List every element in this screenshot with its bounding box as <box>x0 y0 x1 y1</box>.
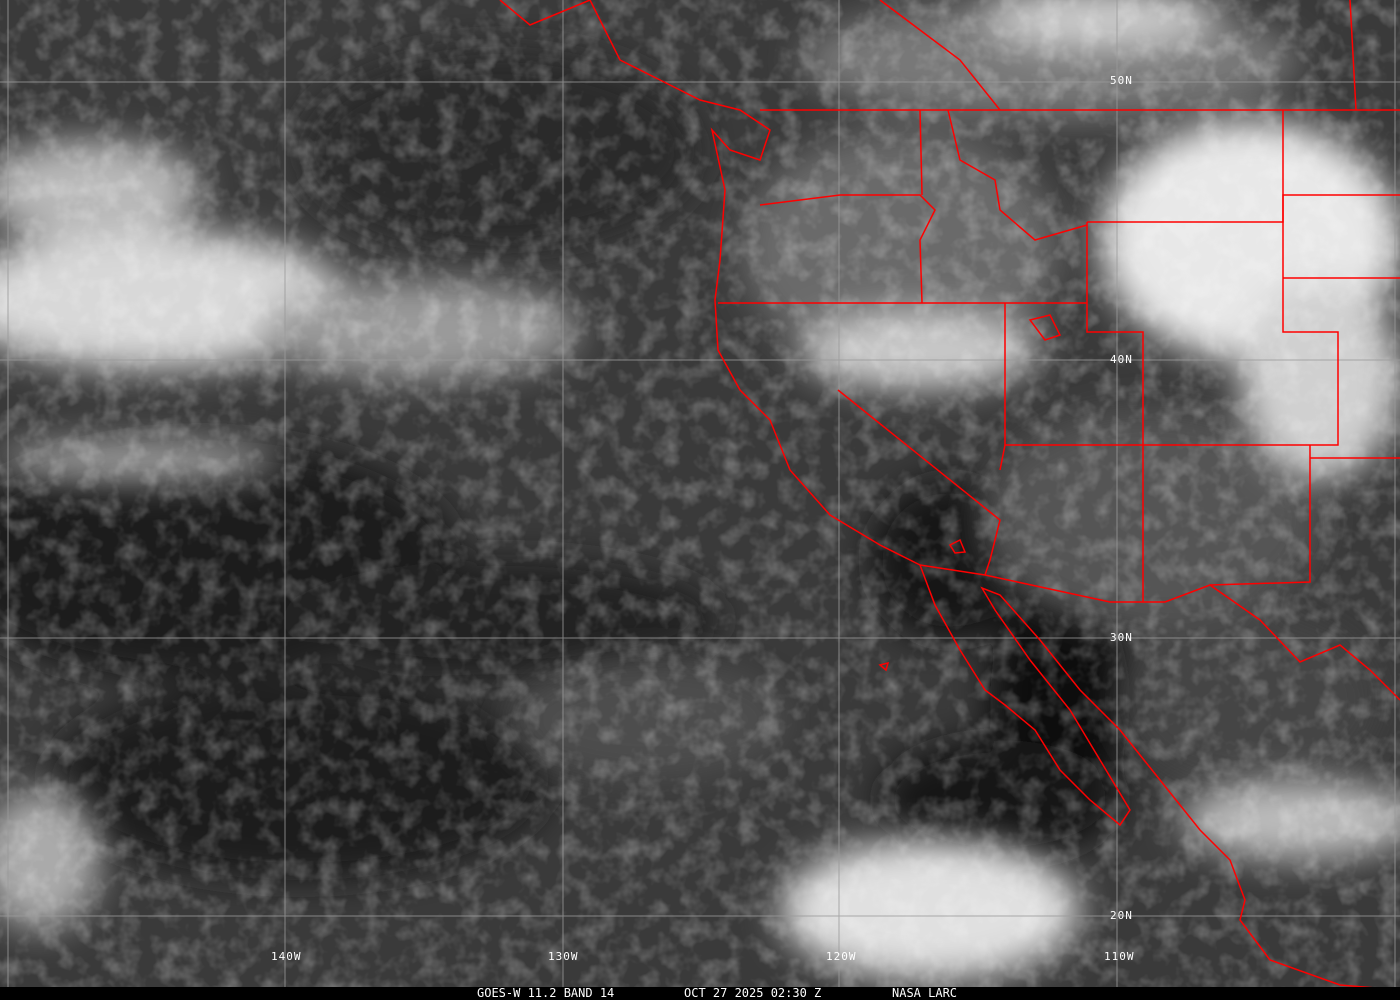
island <box>878 661 890 672</box>
lon-label-110w: 110W <box>1104 950 1135 963</box>
state-border-wy-co <box>1087 194 1400 223</box>
caption-source: NASA LARC <box>892 986 958 1000</box>
coastline <box>499 0 1400 991</box>
state-border-four-corners <box>1005 110 1339 446</box>
state-border-ca-nv <box>837 389 1001 576</box>
image-caption-bar: GOES-W 11.2 BAND 14 OCT 27 2025 02:30 Z … <box>0 987 1400 1000</box>
caption-datetime: OCT 27 2025 02:30 Z <box>684 986 822 1000</box>
caption-satellite-band: GOES-W 11.2 BAND 14 <box>477 986 615 1000</box>
state-border-nm <box>1209 445 1311 586</box>
border-canada-north <box>879 0 1001 111</box>
lon-label-130w: 130W <box>548 950 579 963</box>
state-border-ut <box>1086 222 1144 602</box>
lon-label-140w: 140W <box>271 950 302 963</box>
lat-label-30n: 30N <box>1110 631 1133 644</box>
state-border-wa-or <box>759 194 936 304</box>
political-boundaries <box>499 0 1400 991</box>
lat-label-20n: 20N <box>1110 909 1133 922</box>
lat-label-40n: 40N <box>1110 353 1133 366</box>
salton-sea <box>948 538 967 554</box>
state-border-id <box>919 109 923 196</box>
us-mexico-border <box>919 564 1400 701</box>
state-border-id-mt <box>947 109 1088 241</box>
lat-label-50n: 50N <box>1110 74 1133 87</box>
border-canada-prov <box>1349 0 1357 111</box>
lon-label-120w: 120W <box>826 950 857 963</box>
great-salt-lake <box>1028 314 1062 341</box>
